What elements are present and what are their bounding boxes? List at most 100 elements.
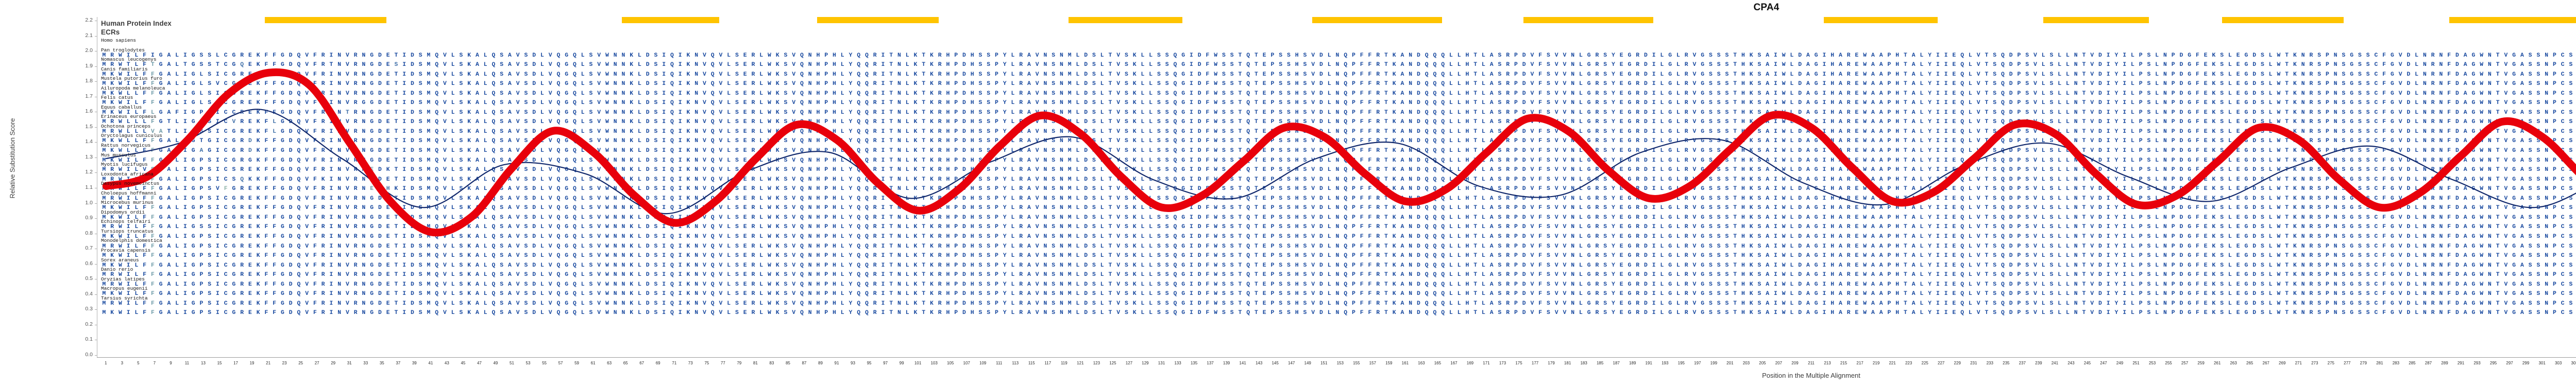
- ruler-tick: 85: [785, 361, 790, 365]
- ruler-tick: 107: [963, 361, 970, 365]
- ecr-region-bar[interactable]: [2449, 17, 2576, 23]
- species-label[interactable]: Ochotona princeps: [101, 123, 151, 129]
- species-label[interactable]: Nomascus leucogenys: [101, 57, 157, 63]
- ruler-tick: 55: [542, 361, 547, 365]
- y-axis-tick: 2.0: [85, 47, 93, 54]
- species-label[interactable]: Dipodomys ordii: [101, 209, 145, 215]
- species-label[interactable]: Sorex araneus: [101, 257, 139, 263]
- y-axis-tick-mark: [95, 142, 97, 143]
- ruler-tick: 263: [2230, 361, 2237, 365]
- ruler-tick: 111: [996, 361, 1003, 365]
- species-label[interactable]: Tarsius syrichta: [101, 295, 148, 301]
- ruler-tick: 249: [2116, 361, 2124, 365]
- ruler-tick: 77: [720, 361, 725, 365]
- species-label[interactable]: Procavia capensis: [101, 248, 151, 254]
- ecr-region-bar[interactable]: [1523, 17, 1654, 23]
- ruler-tick: 293: [2473, 361, 2481, 365]
- ruler-tick: 51: [510, 361, 514, 365]
- species-label[interactable]: Ailuropoda melanoleuca: [101, 85, 165, 91]
- ruler-tick: 93: [851, 361, 855, 365]
- y-axis-tick: 0.0: [85, 352, 93, 358]
- species-label[interactable]: Loxodonta africana: [101, 171, 154, 177]
- species-label[interactable]: Danio rerio: [101, 267, 133, 273]
- y-axis-label: Relative Substitution Score: [8, 118, 16, 199]
- species-label[interactable]: Mustela putorius furo: [101, 76, 162, 82]
- species-label[interactable]: Myotis lucifugus: [101, 162, 148, 168]
- species-label[interactable]: Tursiops truncatus: [101, 228, 154, 234]
- ruler-tick: 235: [2003, 361, 2010, 365]
- y-axis-tick: 1.7: [85, 93, 93, 99]
- ruler-tick: 225: [1921, 361, 1928, 365]
- species-label[interactable]: Macropus eugenii: [101, 286, 148, 292]
- ruler-tick: 27: [314, 361, 319, 365]
- species-label[interactable]: Oryzias latipes: [101, 276, 145, 282]
- ruler-tick: 113: [1012, 361, 1019, 365]
- ruler-tick: 89: [818, 361, 823, 365]
- ecr-region-bar[interactable]: [2043, 17, 2149, 23]
- ruler-tick: 139: [1223, 361, 1230, 365]
- page-title: CPA4: [1753, 2, 1780, 13]
- species-label[interactable]: Felis catus: [101, 95, 133, 101]
- ruler-tick: 297: [2506, 361, 2513, 365]
- ruler-tick: 91: [834, 361, 839, 365]
- ecr-region-bar[interactable]: [1824, 17, 1938, 23]
- ruler-tick: 279: [2360, 361, 2367, 365]
- ruler-tick: 185: [1596, 361, 1604, 365]
- y-axis-tick-mark: [95, 355, 97, 356]
- ruler-tick: 287: [2425, 361, 2432, 365]
- species-label[interactable]: Erinaceus europaeus: [101, 114, 157, 120]
- species-label[interactable]: Canis familiaris: [101, 66, 148, 72]
- species-label[interactable]: Homo sapiens: [101, 38, 136, 43]
- species-label[interactable]: Echinops telfairi: [101, 219, 151, 225]
- ruler-tick: 73: [688, 361, 693, 365]
- species-label[interactable]: Oryctolagus cuniculus: [101, 133, 162, 139]
- ruler-tick: 115: [1028, 361, 1035, 365]
- ruler-tick: 61: [590, 361, 596, 365]
- y-axis-tick: 0.5: [85, 275, 93, 282]
- ruler-tick: 141: [1239, 361, 1246, 365]
- ecr-region-bar[interactable]: [622, 17, 720, 23]
- ruler-tick: 233: [1986, 361, 1993, 365]
- y-axis-tick: 0.3: [85, 306, 93, 312]
- species-label[interactable]: Rattus norvegicus: [101, 143, 151, 149]
- ecr-region-bar[interactable]: [1312, 17, 1443, 23]
- species-label[interactable]: Microcebus murinus: [101, 200, 154, 206]
- ruler-tick: 57: [558, 361, 563, 365]
- ruler-tick: 11: [184, 361, 190, 365]
- y-axis-tick: 0.7: [85, 245, 93, 252]
- ruler-tick: 253: [2148, 361, 2156, 365]
- ecr-region-bar[interactable]: [2222, 17, 2344, 23]
- ruler-tick: 167: [1450, 361, 1458, 365]
- ruler-tick: 5: [137, 361, 140, 365]
- species-label[interactable]: Pan troglodytes: [101, 47, 145, 53]
- ruler-tick: 237: [2019, 361, 2026, 365]
- ruler-tick: 161: [1401, 361, 1409, 365]
- y-axis-tick: 2.1: [85, 32, 93, 39]
- protein-index-label: Human Protein Index: [101, 20, 172, 27]
- ruler-tick: 17: [233, 361, 238, 365]
- ruler-tick: 273: [2311, 361, 2318, 365]
- ruler-tick: 19: [249, 361, 255, 365]
- species-label[interactable]: Dasypus novemcinctus: [101, 181, 160, 187]
- ruler-tick: 53: [526, 361, 531, 365]
- species-label[interactable]: Monodelphis domestica: [101, 238, 162, 244]
- ruler-tick: 99: [899, 361, 904, 365]
- species-label[interactable]: Choloepus hoffmanni: [101, 190, 157, 196]
- ruler-tick: 157: [1369, 361, 1376, 365]
- ecr-region-bar[interactable]: [1069, 17, 1182, 23]
- species-label[interactable]: Equus caballus: [101, 104, 142, 110]
- species-label[interactable]: Mus musculus: [101, 152, 136, 158]
- ruler-tick: 25: [298, 361, 303, 365]
- ecr-track[interactable]: [97, 17, 2576, 23]
- ecr-region-bar[interactable]: [264, 17, 387, 23]
- y-axis-tick: 1.2: [85, 169, 93, 176]
- y-axis-tick: 1.4: [85, 138, 93, 145]
- ecr-region-bar[interactable]: [817, 17, 939, 23]
- ruler-tick: 125: [1109, 361, 1116, 365]
